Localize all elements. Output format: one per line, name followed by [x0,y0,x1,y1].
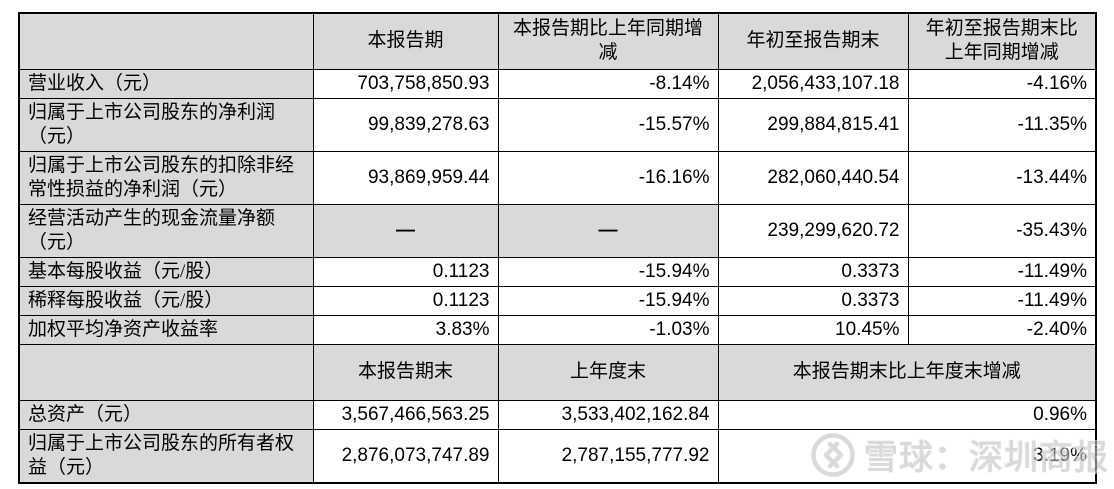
table-row-deducted-net-profit: 归属于上市公司股东的扣除非经常性损益的净利润（元） 93,869,959.44 … [18,150,1097,205]
metric-label: 基本每股收益（元/股） [18,256,314,287]
value-current-change: -16.16% [497,150,719,205]
table-row-diluted-eps: 稀释每股收益（元/股） 0.1123 -15.94% 0.3373 -11.49… [18,285,1097,316]
table-row-weighted-roe: 加权平均净资产收益率 3.83% -1.03% 10.45% -2.40% [18,314,1097,345]
value-ytd-change: -4.16% [907,68,1097,99]
header-ytd: 年初至报告期末 [717,12,909,70]
value-current-change: -15.57% [497,97,719,152]
header-period-end-change: 本报告期末比上年度末增减 [717,343,1097,401]
table-row-cash-flow: 经营活动产生的现金流量净额（元） — — 239,299,620.72 -35.… [18,203,1097,258]
metric-label: 归属于上市公司股东的净利润（元） [18,97,314,152]
value-ytd: 239,299,620.72 [717,203,909,258]
header-empty-cell [18,12,314,70]
value-ytd-change: -35.43% [907,203,1097,258]
header-ytd-change: 年初至报告期末比上年同期增减 [907,12,1097,70]
value-current: 93,869,959.44 [312,150,499,205]
value-current: 0.1123 [312,285,499,316]
value-period-end: 3,567,466,563.25 [312,399,499,430]
table-row-revenue: 营业收入（元） 703,758,850.93 -8.14% 2,056,433,… [18,68,1097,99]
metric-label: 加权平均净资产收益率 [18,314,314,345]
value-ytd-change: -11.49% [907,285,1097,316]
header-row-balance: 本报告期末 上年度末 本报告期末比上年度末增减 [18,343,1097,401]
table-row-total-assets: 总资产（元） 3,567,466,563.25 3,533,402,162.84… [18,399,1097,430]
financial-summary-table: 本报告期 本报告期比上年同期增减 年初至报告期末 年初至报告期末比上年同期增减 … [18,12,1097,484]
metric-label: 总资产（元） [18,399,314,430]
value-ytd: 0.3373 [717,285,909,316]
value-current-change: -1.03% [497,314,719,345]
value-change: 0.96% [717,399,1097,430]
header-row-period: 本报告期 本报告期比上年同期增减 年初至报告期末 年初至报告期末比上年同期增减 [18,12,1097,70]
value-current-change: -15.94% [497,285,719,316]
metric-label: 归属于上市公司股东的所有者权益（元） [18,428,314,483]
value-current: 0.1123 [312,256,499,287]
value-prev-year-end: 3,533,402,162.84 [497,399,719,430]
header-period-end: 本报告期末 [312,343,499,401]
value-ytd: 282,060,440.54 [717,150,909,205]
value-ytd-change: -13.44% [907,150,1097,205]
table-row-basic-eps: 基本每股收益（元/股） 0.1123 -15.94% 0.3373 -11.49… [18,256,1097,287]
value-current: 703,758,850.93 [312,68,499,99]
value-change: 3.19% [717,428,1097,483]
value-current-dash: — [312,203,499,258]
header-current-change: 本报告期比上年同期增减 [497,12,719,70]
value-ytd-change: -11.49% [907,256,1097,287]
value-current-change-dash: — [497,203,719,258]
header-prev-year-end: 上年度末 [497,343,719,401]
metric-label: 营业收入（元） [18,68,314,99]
value-current-change: -8.14% [497,68,719,99]
header-current-period: 本报告期 [312,12,499,70]
table-row-owners-equity: 归属于上市公司股东的所有者权益（元） 2,876,073,747.89 2,78… [18,428,1097,483]
value-current-change: -15.94% [497,256,719,287]
value-ytd: 2,056,433,107.18 [717,68,909,99]
value-current: 3.83% [312,314,499,345]
metric-label: 经营活动产生的现金流量净额（元） [18,203,314,258]
value-current: 99,839,278.63 [312,97,499,152]
value-ytd: 299,884,815.41 [717,97,909,152]
table-row-net-profit: 归属于上市公司股东的净利润（元） 99,839,278.63 -15.57% 2… [18,97,1097,152]
value-ytd: 10.45% [717,314,909,345]
value-ytd-change: -2.40% [907,314,1097,345]
metric-label: 归属于上市公司股东的扣除非经常性损益的净利润（元） [18,150,314,205]
value-period-end: 2,876,073,747.89 [312,428,499,483]
header-empty-cell [18,343,314,401]
value-ytd: 0.3373 [717,256,909,287]
value-prev-year-end: 2,787,155,777.92 [497,428,719,483]
value-ytd-change: -11.35% [907,97,1097,152]
metric-label: 稀释每股收益（元/股） [18,285,314,316]
